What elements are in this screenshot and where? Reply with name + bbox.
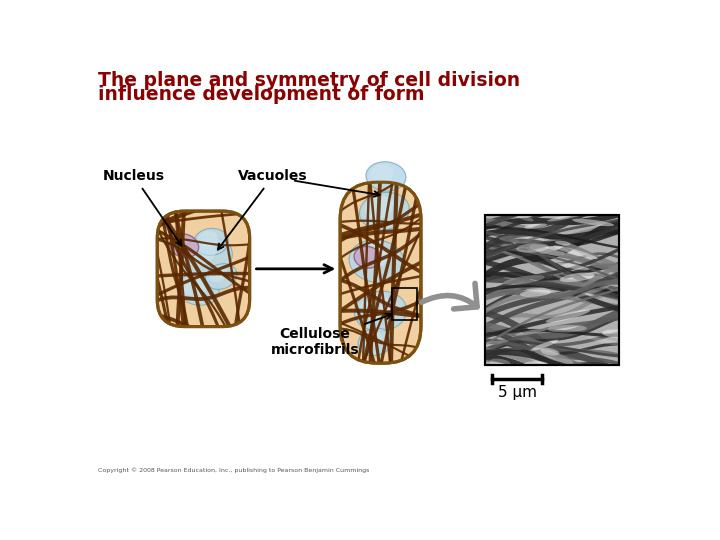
Ellipse shape — [514, 213, 534, 221]
Ellipse shape — [555, 241, 570, 246]
Ellipse shape — [185, 240, 216, 266]
FancyArrowPatch shape — [421, 284, 477, 309]
Ellipse shape — [179, 237, 233, 278]
Ellipse shape — [558, 262, 589, 270]
Ellipse shape — [170, 234, 199, 258]
Ellipse shape — [361, 331, 382, 348]
Ellipse shape — [546, 309, 590, 323]
Ellipse shape — [349, 240, 405, 282]
Text: 5 μm: 5 μm — [498, 385, 536, 400]
Ellipse shape — [354, 244, 388, 269]
Ellipse shape — [587, 336, 631, 347]
Ellipse shape — [531, 340, 559, 351]
Ellipse shape — [515, 329, 547, 336]
Ellipse shape — [559, 273, 595, 282]
Ellipse shape — [365, 196, 394, 219]
Ellipse shape — [524, 361, 549, 368]
Ellipse shape — [370, 165, 394, 183]
Bar — [392, 288, 417, 320]
Bar — [485, 215, 619, 365]
Ellipse shape — [181, 278, 207, 296]
FancyBboxPatch shape — [340, 182, 421, 363]
Text: Vacuoles: Vacuoles — [218, 170, 307, 249]
Ellipse shape — [205, 264, 237, 289]
Ellipse shape — [547, 212, 590, 221]
Ellipse shape — [209, 266, 227, 282]
Ellipse shape — [516, 243, 549, 253]
Ellipse shape — [359, 192, 409, 230]
Ellipse shape — [540, 348, 559, 356]
Ellipse shape — [520, 289, 551, 297]
Ellipse shape — [553, 245, 598, 259]
Ellipse shape — [354, 291, 407, 331]
Text: influence development of form: influence development of form — [98, 85, 425, 104]
Text: Nucleus: Nucleus — [103, 170, 181, 246]
Ellipse shape — [194, 228, 228, 255]
Ellipse shape — [575, 286, 609, 298]
Ellipse shape — [547, 325, 587, 332]
FancyBboxPatch shape — [157, 211, 250, 327]
Ellipse shape — [197, 231, 218, 247]
Ellipse shape — [503, 275, 545, 285]
Text: Cellulose
microfibrils: Cellulose microfibrils — [271, 314, 392, 357]
Ellipse shape — [354, 246, 381, 268]
Ellipse shape — [358, 328, 392, 356]
Ellipse shape — [530, 245, 565, 256]
Ellipse shape — [499, 235, 544, 244]
Ellipse shape — [177, 274, 219, 305]
Ellipse shape — [602, 329, 633, 338]
Ellipse shape — [533, 348, 574, 364]
Ellipse shape — [524, 224, 547, 229]
Ellipse shape — [366, 162, 406, 191]
Ellipse shape — [360, 295, 391, 320]
Bar — [485, 215, 619, 365]
Ellipse shape — [572, 219, 614, 226]
Text: Copyright © 2008 Pearson Education, Inc., publishing to Pearson Benjamin Cumming: Copyright © 2008 Pearson Education, Inc.… — [98, 467, 369, 473]
Ellipse shape — [490, 359, 510, 368]
Text: The plane and symmetry of cell division: The plane and symmetry of cell division — [98, 71, 520, 90]
Ellipse shape — [479, 340, 509, 346]
